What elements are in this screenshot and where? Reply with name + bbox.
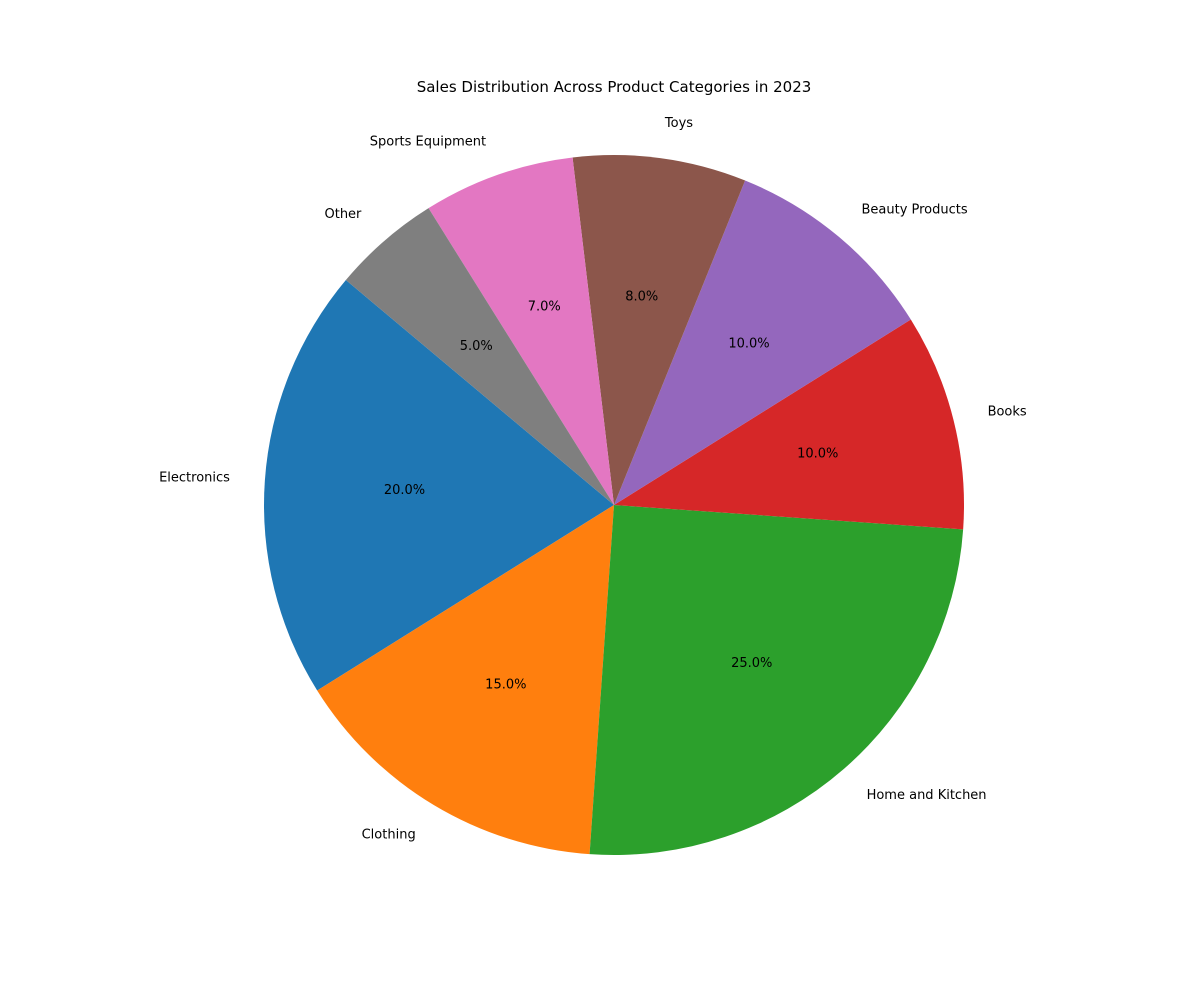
category-label-other: Other [324,207,362,222]
category-label-toys: Toys [664,116,693,131]
pie-slice-electronics [263,280,614,691]
percent-label-books: 10.0% [797,447,838,462]
percent-label-toys: 8.0% [625,289,658,304]
pie-slice-toys [572,155,746,505]
percent-label-other: 5.0% [460,339,493,354]
chart-title: Sales Distribution Across Product Catego… [417,78,812,96]
category-label-electronics: Electronics [159,471,230,486]
pie-slice-books [614,319,964,530]
pie-labels: Electronics 20.0% Clothing 15.0% Home and Ki… [159,116,1027,843]
category-label-beauty-products: Beauty Products [861,203,967,218]
category-label-home-and-kitchen: Home and Kitchen [867,788,987,803]
category-label-clothing: Clothing [362,828,416,843]
percent-label-clothing: 15.0% [485,678,526,693]
pie-slices [263,155,964,855]
pie-slice-beauty-products [614,180,911,505]
pie-slice-other [345,208,614,505]
percent-label-sports-equipment: 7.0% [528,299,561,314]
percent-label-electronics: 20.0% [384,483,425,498]
percent-label-beauty-products: 10.0% [728,337,769,352]
pie-slice-clothing [317,505,614,855]
category-label-sports-equipment: Sports Equipment [370,134,486,149]
pie-slice-sports-equipment [428,157,614,505]
pie-slice-home-and-kitchen [589,505,964,855]
category-label-books: Books [988,404,1027,419]
percent-label-home-and-kitchen: 25.0% [731,656,772,671]
